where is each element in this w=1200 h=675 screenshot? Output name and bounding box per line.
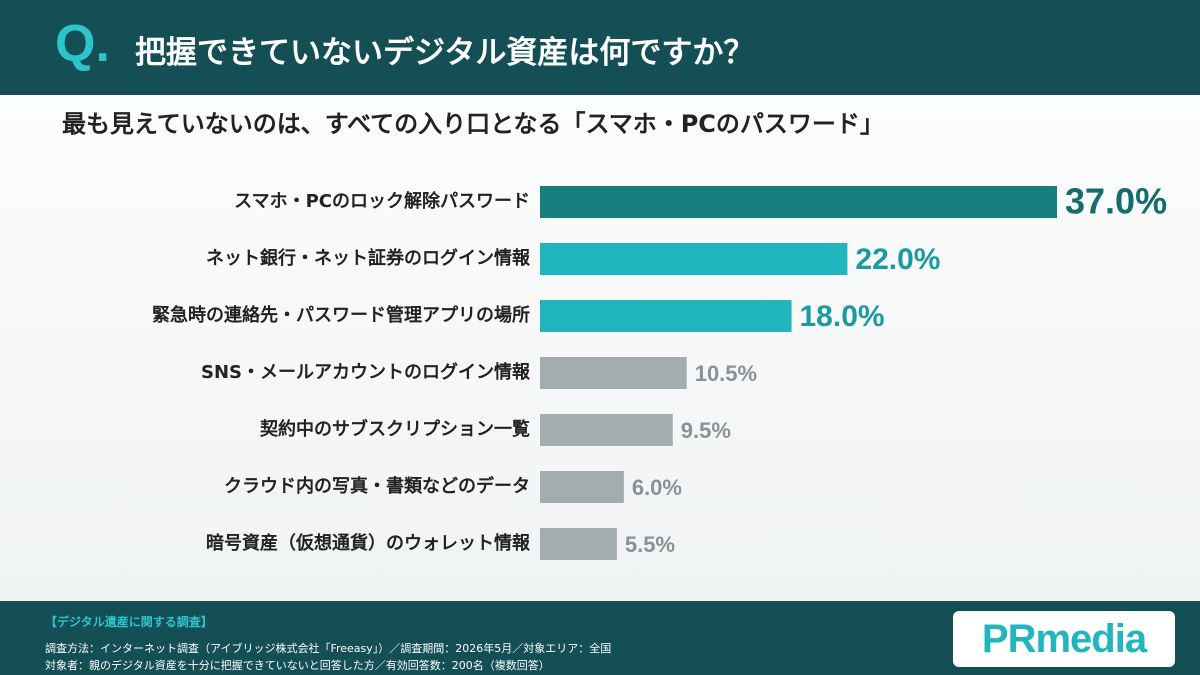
footer-line: 調査方法：インターネット調査（アイブリッジ株式会社「Freeasy」）／調査期間… bbox=[45, 642, 612, 655]
value-label: 9.5% bbox=[681, 418, 731, 443]
value-label: 6.0% bbox=[632, 475, 682, 500]
category-label: スマホ・PCのロック解除パスワード bbox=[234, 190, 530, 212]
value-label: 5.5% bbox=[625, 532, 675, 557]
logo-pr: PR bbox=[981, 617, 1037, 661]
category-label: クラウド内の写真・書類などのデータ bbox=[224, 475, 530, 497]
category-label: 緊急時の連絡先・パスワード管理アプリの場所 bbox=[152, 304, 530, 326]
bar bbox=[540, 357, 687, 389]
bar bbox=[540, 186, 1057, 218]
logo-media: media bbox=[1035, 617, 1147, 661]
logo: PRmedia bbox=[953, 611, 1175, 667]
bar bbox=[540, 528, 617, 560]
header: Q. 把握できていないデジタル資産は何ですか？ bbox=[0, 0, 1200, 95]
chart: 最も見えていないのは、すべての入り口となる「スマホ・PCのパスワード」 スマホ・… bbox=[62, 110, 1167, 560]
bar bbox=[540, 471, 624, 503]
chart-subtitle: 最も見えていないのは、すべての入り口となる「スマホ・PCのパスワード」 bbox=[62, 110, 884, 138]
category-label: 契約中のサブスクリプション一覧 bbox=[259, 418, 530, 440]
title: 把握できていないデジタル資産は何ですか？ bbox=[135, 35, 755, 71]
value-label: 18.0% bbox=[800, 300, 885, 333]
value-label: 10.5% bbox=[695, 361, 757, 386]
category-label: ネット銀行・ネット証券のログイン情報 bbox=[206, 247, 531, 269]
footer-line: 対象者：親のデジタル資産を十分に把握できていないと回答した方／有効回答数：200… bbox=[45, 659, 550, 672]
q-mark: Q. bbox=[55, 15, 110, 73]
bar bbox=[540, 414, 673, 446]
footer: 【デジタル遺産に関する調査】 調査方法：インターネット調査（アイブリッジ株式会社… bbox=[0, 601, 1200, 675]
category-label: 暗号資産（仮想通貨）のウォレット情報 bbox=[206, 532, 531, 554]
value-label: 22.0% bbox=[855, 243, 940, 276]
bar bbox=[540, 300, 792, 332]
category-label: SNS・メールアカウントのログイン情報 bbox=[201, 361, 531, 383]
bar bbox=[540, 243, 848, 275]
footer-heading: 【デジタル遺産に関する調査】 bbox=[45, 615, 213, 629]
value-label: 37.0% bbox=[1065, 181, 1167, 222]
